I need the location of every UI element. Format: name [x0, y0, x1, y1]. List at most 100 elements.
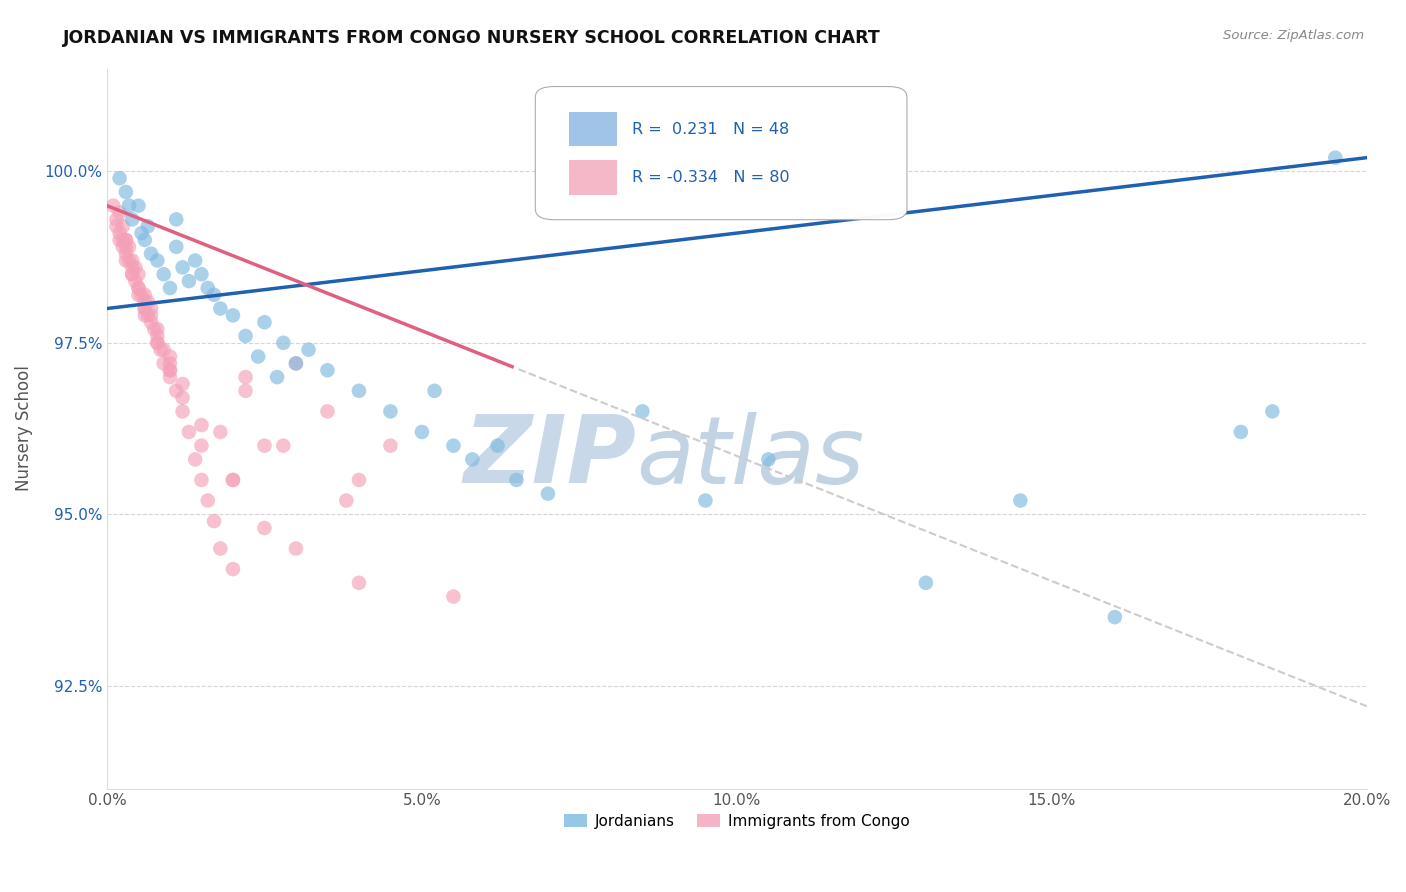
Point	[411, 425, 433, 439]
Point	[1261, 404, 1284, 418]
Point	[159, 370, 181, 384]
Point	[118, 253, 141, 268]
Point	[118, 199, 141, 213]
Point	[347, 575, 370, 590]
Point	[380, 439, 402, 453]
Point	[202, 288, 225, 302]
Point	[121, 260, 143, 275]
Point	[152, 356, 174, 370]
Point	[202, 514, 225, 528]
Point	[108, 233, 131, 247]
Point	[177, 274, 200, 288]
Point	[316, 404, 339, 418]
Point	[347, 384, 370, 398]
Point	[124, 274, 146, 288]
Point	[190, 267, 212, 281]
Point	[284, 356, 307, 370]
Y-axis label: Nursery School: Nursery School	[15, 366, 32, 491]
Point	[1324, 151, 1347, 165]
Point	[222, 473, 245, 487]
Point	[172, 404, 194, 418]
Point	[159, 281, 181, 295]
Point	[146, 335, 169, 350]
Point	[235, 329, 257, 343]
Point	[136, 294, 159, 309]
Point	[253, 439, 276, 453]
Point	[266, 370, 288, 384]
Point	[197, 281, 219, 295]
Point	[190, 439, 212, 453]
Point	[165, 212, 187, 227]
Point	[115, 246, 138, 260]
Point	[247, 350, 270, 364]
Text: ZIP: ZIP	[463, 411, 636, 503]
Point	[505, 473, 527, 487]
Point	[380, 404, 402, 418]
Point	[146, 253, 169, 268]
Point	[136, 219, 159, 234]
Text: JORDANIAN VS IMMIGRANTS FROM CONGO NURSERY SCHOOL CORRELATION CHART: JORDANIAN VS IMMIGRANTS FROM CONGO NURSE…	[63, 29, 882, 46]
FancyBboxPatch shape	[569, 112, 617, 146]
Point	[284, 356, 307, 370]
Point	[127, 288, 149, 302]
Point	[235, 370, 257, 384]
Point	[1010, 493, 1032, 508]
Point	[165, 240, 187, 254]
Point	[146, 329, 169, 343]
Point	[134, 288, 156, 302]
Point	[316, 363, 339, 377]
Point	[105, 219, 128, 234]
Text: R =  0.231   N = 48: R = 0.231 N = 48	[633, 121, 790, 136]
Point	[172, 391, 194, 405]
Point	[423, 384, 446, 398]
Point	[1230, 425, 1253, 439]
Text: Source: ZipAtlas.com: Source: ZipAtlas.com	[1223, 29, 1364, 42]
Point	[127, 281, 149, 295]
Point	[209, 301, 232, 316]
Point	[222, 562, 245, 576]
FancyBboxPatch shape	[536, 87, 907, 219]
Point	[222, 309, 245, 323]
Point	[172, 260, 194, 275]
Point	[111, 219, 134, 234]
Point	[347, 473, 370, 487]
Point	[297, 343, 319, 357]
Point	[127, 199, 149, 213]
Point	[146, 335, 169, 350]
Point	[103, 199, 125, 213]
Point	[631, 404, 654, 418]
Point	[143, 322, 166, 336]
Point	[121, 267, 143, 281]
Point	[441, 439, 464, 453]
Point	[758, 452, 780, 467]
Point	[1104, 610, 1126, 624]
Point	[165, 384, 187, 398]
Point	[273, 439, 295, 453]
Point	[115, 253, 138, 268]
Point	[190, 418, 212, 433]
Point	[177, 425, 200, 439]
Point	[115, 185, 138, 199]
Point	[159, 356, 181, 370]
Point	[134, 294, 156, 309]
Point	[253, 521, 276, 535]
Point	[537, 486, 560, 500]
Point	[159, 350, 181, 364]
Point	[335, 493, 357, 508]
Point	[134, 301, 156, 316]
Point	[273, 335, 295, 350]
Point	[134, 309, 156, 323]
Point	[111, 233, 134, 247]
Point	[695, 493, 717, 508]
Point	[105, 212, 128, 227]
Point	[124, 260, 146, 275]
Point	[146, 322, 169, 336]
Point	[209, 425, 232, 439]
Point	[108, 226, 131, 240]
Point	[115, 233, 138, 247]
Point	[159, 363, 181, 377]
Point	[111, 240, 134, 254]
Point	[115, 233, 138, 247]
Point	[159, 363, 181, 377]
Point	[184, 253, 207, 268]
